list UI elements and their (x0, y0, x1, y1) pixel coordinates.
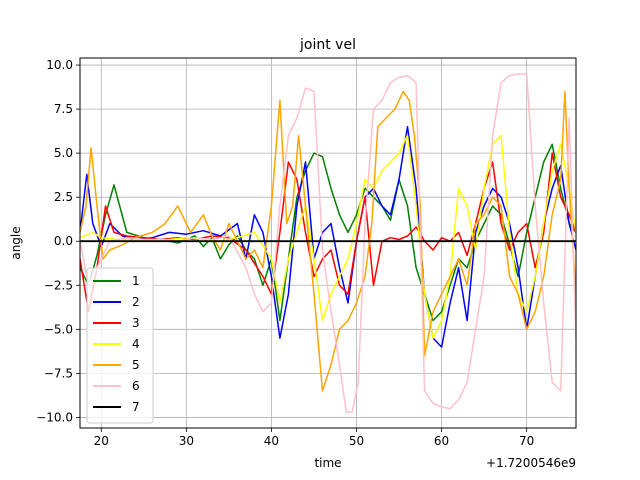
legend-label-1: 1 (132, 274, 140, 288)
x-axis-title: time (314, 456, 341, 470)
y-tick-label: −5.0 (44, 322, 73, 336)
y-axis-ticks: −10.0 −7.5 −5.0 −2.5 0.0 2.5 5.0 7.5 10.0 (36, 58, 80, 424)
x-axis-offset-label: +1.7200546e9 (486, 456, 576, 470)
x-tick-label: 40 (264, 434, 279, 448)
legend-label-7: 7 (132, 400, 140, 414)
y-tick-label: −7.5 (44, 366, 73, 380)
y-tick-label: 2.5 (54, 190, 73, 204)
y-tick-label: −2.5 (44, 278, 73, 292)
y-tick-label: 10.0 (46, 58, 73, 72)
y-tick-label: 5.0 (54, 146, 73, 160)
series-line-1 (80, 143, 576, 322)
y-tick-label: −10.0 (36, 410, 73, 424)
legend-label-2: 2 (132, 295, 140, 309)
x-tick-label: 70 (519, 434, 534, 448)
y-axis-title: angle (9, 226, 23, 259)
legend-label-4: 4 (132, 337, 140, 351)
x-tick-label: 50 (349, 434, 364, 448)
series-line-6 (80, 73, 576, 413)
legend-label-5: 5 (132, 358, 140, 372)
legend-box (86, 267, 154, 424)
x-tick-label: 20 (94, 434, 109, 448)
series-line-5 (80, 90, 576, 392)
x-tick-label: 60 (434, 434, 449, 448)
y-tick-label: 7.5 (54, 102, 73, 116)
legend: 1 2 3 4 5 6 7 (86, 267, 154, 424)
x-tick-label: 30 (179, 434, 194, 448)
plot-frame (79, 57, 577, 429)
x-axis-ticks: 20 30 40 50 60 70 (94, 428, 534, 448)
series-lines (80, 73, 576, 413)
legend-label-3: 3 (132, 316, 140, 330)
chart-title: joint vel (299, 37, 356, 53)
y-tick-label: 0.0 (54, 234, 73, 248)
legend-label-6: 6 (132, 379, 140, 393)
